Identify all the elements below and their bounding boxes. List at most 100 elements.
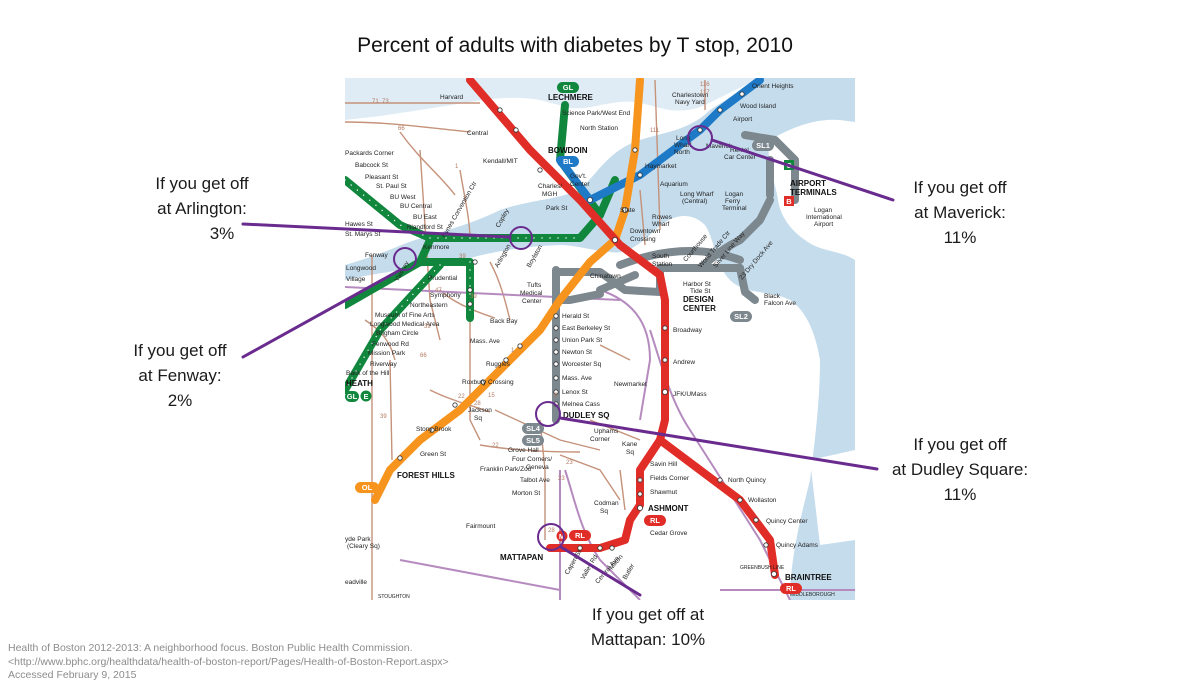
station-back-of-hill: Back of the Hill: [346, 370, 390, 377]
callout-arlington-value: 3%: [209, 224, 235, 243]
station-science-park: Science Park/West End: [562, 110, 631, 117]
station-airport-terminals-2: TERMINALS: [790, 188, 837, 197]
station-charles: Charles/: [538, 183, 562, 190]
station-airport-terminals-1: AIRPORT: [790, 179, 826, 188]
callout-fenway-line2: at Fenway:: [138, 366, 222, 385]
silver-line: [552, 131, 799, 424]
station-uphams-1: Uphams: [594, 428, 619, 435]
station-prudential: Prudential: [428, 275, 458, 282]
callout-lines: [241, 138, 895, 597]
badge-bl-bg: [557, 156, 579, 167]
callout-fenway-value: 2%: [167, 391, 193, 410]
station-kenmore: Kenmore: [423, 244, 450, 251]
station-north-quincy: North Quincy: [728, 477, 767, 484]
station-haymarket: Haymarket: [645, 163, 677, 170]
station-stoughton: STOUGHTON: [378, 594, 410, 600]
station-heath: HEATH: [346, 379, 373, 388]
station-symphony: Symphony: [430, 292, 461, 299]
station-charlestown-1: Charlestown: [672, 92, 709, 99]
station-codman-sq-1: Codman: [594, 500, 619, 507]
station-worcester: Worcester Sq: [562, 361, 602, 368]
station-uphams-2: Corner: [590, 436, 611, 443]
callout-maverick-line1: If you get off: [913, 178, 1007, 197]
bus-number-117: 117: [700, 90, 710, 96]
station-logan-ferry-3: Terminal: [722, 205, 747, 212]
station-chinatown: Chinatown: [590, 273, 621, 280]
station-fairmount: Fairmount: [466, 523, 495, 530]
station-dudley-sq: DUDLEY SQ: [563, 411, 610, 420]
station-broadway: Broadway: [673, 327, 703, 334]
station-cedar-grove: Cedar Grove: [650, 530, 688, 537]
bus-number-71: 71: [372, 99, 379, 105]
station-longwood-med: Longwood Medical Area: [370, 321, 440, 328]
mattapan-marker: [537, 523, 565, 551]
station-middleborough: MIDDLEBOROUGH: [790, 592, 835, 598]
station-four-corners-2: Geneva: [526, 464, 549, 471]
station-central: Central: [467, 130, 489, 137]
callout-fenway-line1: If you get off: [133, 341, 227, 360]
station-long-wharf-n-3: North: [674, 149, 690, 156]
station-orient-heights: Orient Heights: [752, 83, 794, 90]
station-maverick: Maverick: [706, 143, 733, 150]
bus-number-22a: 22: [458, 394, 465, 400]
bus-number-23b: 23: [558, 476, 565, 482]
station-greenbush: GREENBUSH LINE: [740, 565, 785, 571]
station-hawes: Hawes St: [345, 221, 373, 228]
badge-b-bg: [784, 196, 794, 206]
badge-ol-bg: [355, 482, 379, 493]
station-south-station: South: [652, 253, 669, 260]
station-packards: Packards Corner: [345, 150, 395, 157]
station-morton: Morton St: [512, 490, 540, 497]
station-tide-st: Tide St: [690, 288, 711, 295]
badge-gl-e: GL: [347, 392, 358, 401]
station-braintree: BRAINTREE: [785, 573, 832, 582]
dudley-marker: [535, 401, 561, 427]
station-quincy-center: Quincy Center: [766, 518, 808, 525]
bus-number-39b: 39: [470, 294, 477, 300]
station-charlestown-2: Navy Yard: [675, 99, 705, 106]
station-govt-center-2: Center: [570, 181, 590, 188]
station-andrew: Andrew: [673, 359, 695, 366]
bus-number-39c: 39: [424, 324, 431, 330]
callout-maverick: If you get off at Maverick: 11%: [870, 175, 1050, 250]
station-lenox: Lenox St: [562, 389, 588, 396]
station-fenwood: Fenwood Rd: [372, 341, 409, 348]
station-franklin-park: Franklin Park/Zoo: [480, 466, 532, 473]
source-line2: <http://www.bphc.org/healthdata/health-o…: [8, 655, 449, 668]
station-babcock: Babcock St: [355, 162, 388, 169]
station-hyde-park-2: (Cleary Sq): [347, 543, 380, 550]
green-line-stops: [345, 179, 581, 391]
station-hyde-park-1: yde Park: [345, 536, 371, 543]
fenway-pointer: [241, 268, 402, 359]
badge-sl1-bg: [752, 140, 774, 151]
station-st-paul: St. Paul St: [376, 183, 407, 190]
page-title: Percent of adults with diabetes by T sto…: [357, 34, 793, 57]
badge-sl2-bg: [730, 311, 752, 322]
badge-sl4: SL4: [526, 424, 541, 433]
station-four-corners-1: Four Corners/: [512, 456, 552, 463]
station-brigham: Brigham Circle: [376, 330, 419, 337]
station-kane-sq-1: Kane: [622, 441, 638, 448]
bus-number-15: 15: [488, 393, 495, 399]
station-green-st: Green St: [420, 451, 446, 458]
station-harvard: Harvard: [440, 94, 464, 101]
station-govt-center: Gov't.: [570, 173, 587, 180]
callout-maverick-value: 11%: [943, 228, 977, 247]
station-jackson-1: Jackson: [468, 407, 492, 414]
badge-sl5-bg: [522, 435, 544, 446]
bus-number-66b: 66: [420, 353, 427, 359]
station-harbor-st: Harbor St: [683, 281, 711, 288]
station-quincy-adams: Quincy Adams: [776, 542, 819, 549]
station-airport: Airport: [733, 116, 752, 123]
station-kendall: Kendall/MIT: [483, 158, 518, 165]
station-markers: [397, 91, 778, 578]
station-wood-island: Wood Island: [740, 103, 776, 110]
callout-dudley-value: 11%: [943, 485, 977, 504]
station-design-center-2: CENTER: [683, 304, 716, 313]
station-charles-2: MGH: [542, 191, 557, 198]
station-forest-hills: FOREST HILLS: [397, 471, 455, 480]
station-stony-brook: Stony Brook: [416, 426, 452, 433]
station-blandford: Blandford St: [407, 224, 443, 231]
badge-gl: GL: [563, 83, 574, 92]
